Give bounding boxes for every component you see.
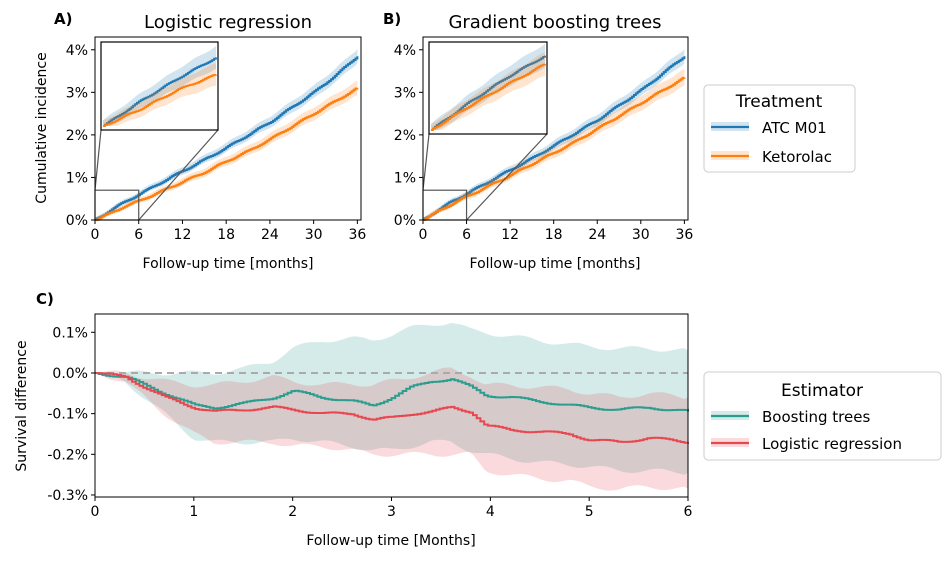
panel-label: C) — [36, 290, 54, 308]
y-tick-label: 1% — [66, 170, 88, 186]
x-tick-label: 30 — [632, 227, 650, 243]
y-tick-label: -0.3% — [47, 488, 88, 504]
x-tick-label: 18 — [217, 227, 235, 243]
y-axis-label: Cumulative incidence — [34, 52, 50, 203]
x-tick-label: 4 — [486, 504, 495, 520]
x-axis-label: Follow-up time [months] — [470, 256, 641, 272]
x-tick-label: 18 — [545, 227, 563, 243]
inset-band — [431, 52, 545, 131]
x-tick-label: 3 — [387, 504, 396, 520]
series-line-logistic-regression — [95, 372, 689, 444]
y-tick-label: 0.1% — [52, 325, 88, 341]
series-line-atc-m01 — [423, 56, 686, 221]
y-tick-label: 0.0% — [52, 366, 88, 382]
legend-title: Treatment — [735, 92, 823, 112]
panel-b-gradient-boosting-trees: B) Gradient boosting trees Follow-up tim… — [383, 10, 693, 272]
legend-estimator: Estimator Boosting trees Logistic regres… — [703, 371, 942, 461]
panel-a-logistic-regression: A) Logistic regression Cumulative incide… — [34, 10, 366, 272]
panel-label: A) — [54, 10, 72, 28]
y-tick-label: 3% — [394, 85, 416, 101]
x-axis-label: Follow-up time [Months] — [306, 533, 475, 549]
y-tick-label: 3% — [66, 85, 88, 101]
axes-frame — [94, 36, 362, 221]
x-tick-label: 6 — [684, 504, 693, 520]
x-tick-label: 6 — [462, 227, 471, 243]
y-tick-label: -0.2% — [47, 447, 88, 463]
legend-frame — [703, 84, 856, 173]
x-tick-label: 30 — [305, 227, 323, 243]
y-tick-label: 2% — [66, 128, 88, 144]
chart-title: Logistic regression — [144, 12, 312, 33]
x-tick-label: 36 — [675, 227, 693, 243]
y-tick-label: 0% — [66, 213, 88, 229]
legend-item-logistic: Logistic regression — [762, 435, 902, 453]
legend-item-atc: ATC M01 — [762, 119, 827, 137]
series-band-ketorolac — [95, 80, 358, 221]
x-axis-label: Follow-up time [months] — [143, 256, 314, 272]
y-tick-label: 4% — [66, 43, 88, 59]
chart-title: Gradient boosting trees — [448, 12, 661, 33]
zoom-connector-line — [94, 129, 102, 191]
panel-label: B) — [383, 10, 401, 28]
y-tick-label: 2% — [394, 128, 416, 144]
inset-band — [431, 43, 545, 130]
zoom-connector-line — [466, 133, 548, 221]
series-band-ketorolac — [423, 69, 685, 220]
x-tick-label: 12 — [174, 227, 192, 243]
x-tick-label: 24 — [588, 227, 606, 243]
x-tick-label: 2 — [288, 504, 297, 520]
y-tick-label: 4% — [394, 43, 416, 59]
series-line-atc-m01 — [95, 56, 359, 221]
x-tick-label: 1 — [189, 504, 198, 520]
inset-line — [103, 57, 217, 127]
zoom-connector-line — [422, 133, 430, 191]
x-tick-label: 24 — [261, 227, 279, 243]
inset-band — [103, 63, 216, 126]
y-tick-label: 0% — [394, 213, 416, 229]
legend-frame — [703, 371, 942, 461]
series-line-ketorolac — [423, 76, 686, 221]
panel-c-survival-difference: C) Survival difference Follow-up time [M… — [14, 290, 693, 549]
x-tick-label: 5 — [585, 504, 594, 520]
series-line-boosting-trees — [95, 372, 689, 412]
legend-treatment: Treatment ATC M01 Ketorolac — [703, 84, 856, 173]
y-axis-label: Survival difference — [14, 340, 30, 471]
x-tick-label: 0 — [419, 227, 428, 243]
x-tick-label: 6 — [134, 227, 143, 243]
inset-line — [103, 74, 217, 127]
legend-item-boosting: Boosting trees — [762, 408, 870, 426]
y-tick-label: 1% — [394, 170, 416, 186]
x-tick-label: 0 — [91, 504, 100, 520]
inset-line — [431, 63, 546, 131]
legend-item-ketorolac: Ketorolac — [762, 148, 832, 166]
inset-band — [103, 46, 216, 127]
axes-frame — [422, 36, 689, 221]
x-tick-label: 0 — [91, 227, 100, 243]
series-band-logistic-regression — [95, 367, 688, 491]
x-tick-label: 36 — [348, 227, 366, 243]
series-line-ketorolac — [95, 87, 359, 221]
x-tick-label: 12 — [501, 227, 519, 243]
y-tick-label: -0.1% — [47, 407, 88, 423]
zoom-connector-line — [138, 129, 219, 221]
legend-title: Estimator — [781, 381, 863, 401]
